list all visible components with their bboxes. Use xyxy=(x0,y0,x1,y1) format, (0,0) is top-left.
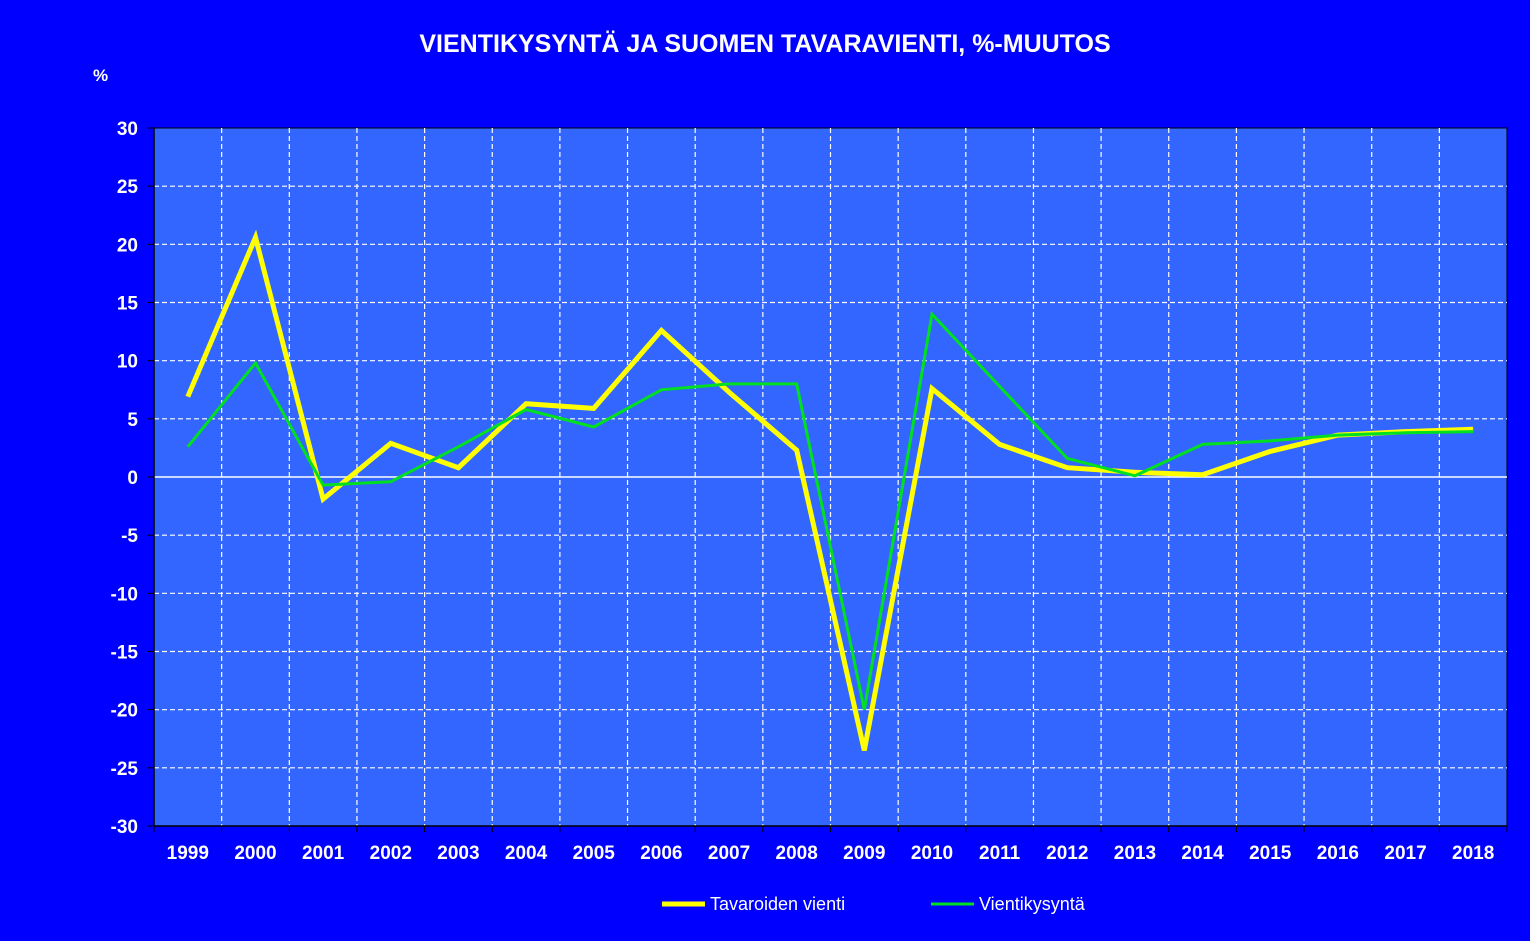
x-tick-label: 2018 xyxy=(1452,843,1494,864)
y-tick-label: -5 xyxy=(121,526,138,547)
y-tick-label: 5 xyxy=(127,410,138,431)
series-line-tavaroiden-vienti xyxy=(185,229,1474,751)
x-tick-label: 2003 xyxy=(437,843,479,864)
grid xyxy=(154,128,1507,826)
series-lines xyxy=(185,229,1474,751)
x-tick-label: 2009 xyxy=(843,843,885,864)
x-tick-label: 2010 xyxy=(911,843,953,864)
y-tick-label: 15 xyxy=(117,294,139,315)
x-tick-label: 2007 xyxy=(708,843,750,864)
x-tick-label: 2006 xyxy=(640,843,682,864)
x-tick-label: 1999 xyxy=(167,843,209,864)
x-axis-ticks: 1999 2000 2001 2002 2003 2004 2005 2006 2007 2008… xyxy=(167,843,1495,864)
x-tick-label: 2011 xyxy=(979,843,1021,864)
y-tick-label: -15 xyxy=(111,643,139,664)
y-tick-label: -20 xyxy=(111,701,138,722)
y-tick-label: 25 xyxy=(117,177,139,198)
legend-label: Tavaroiden vienti xyxy=(710,894,845,914)
x-tick-label: 2002 xyxy=(370,843,412,864)
chart-title: VIENTIKYSYNTÄ JA SUOMEN TAVARAVIENTI, %-… xyxy=(419,30,1111,58)
x-tick-label: 2001 xyxy=(302,843,345,864)
y-tick-label: 0 xyxy=(127,468,138,489)
y-unit-label: % xyxy=(93,66,109,85)
y-tick-label: 20 xyxy=(117,235,138,256)
y-axis-ticks: 30 25 20 15 10 5 0 -5 -10 -15 -20 -25 -30 xyxy=(111,119,139,838)
x-tick-label: 2013 xyxy=(1114,843,1156,864)
series-line-vientikysynt- xyxy=(186,310,1474,711)
y-tick-label: -25 xyxy=(111,759,139,780)
y-tick-label: -10 xyxy=(111,584,138,605)
x-tick-label: 2008 xyxy=(776,843,818,864)
legend-label: Vientikysyntä xyxy=(979,894,1086,914)
y-tick-label: 10 xyxy=(117,352,138,373)
x-tick-label: 2000 xyxy=(234,843,276,864)
x-tick-label: 2016 xyxy=(1317,843,1359,864)
x-tick-label: 2004 xyxy=(505,843,548,864)
x-tick-label: 2005 xyxy=(573,843,616,864)
legend: Tavaroiden vienti Vientikysyntä xyxy=(662,894,1086,914)
y-tick-label: 30 xyxy=(117,119,138,140)
x-tick-label: 2012 xyxy=(1046,843,1088,864)
y-tick-label: -30 xyxy=(111,817,138,838)
x-tick-label: 2017 xyxy=(1384,843,1426,864)
axes xyxy=(148,127,1508,832)
x-tick-label: 2014 xyxy=(1181,843,1224,864)
x-tick-label: 2015 xyxy=(1249,843,1292,864)
